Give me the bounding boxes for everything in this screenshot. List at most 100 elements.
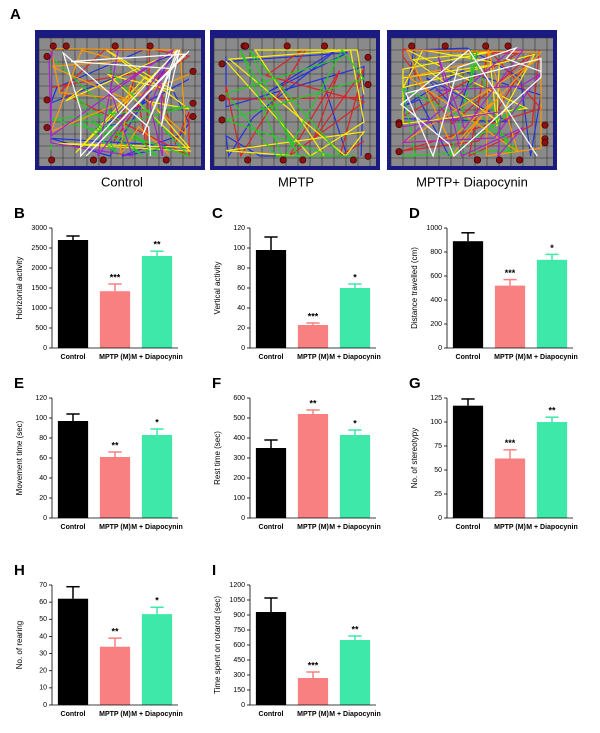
y-tick-label: 150 [233, 687, 245, 694]
y-tick-label: 600 [233, 642, 245, 649]
significance-label: *** [308, 311, 319, 321]
y-tick-label: 25 [434, 491, 442, 498]
y-tick-label: 80 [237, 265, 245, 272]
x-tick-label: MPTP (M) [297, 354, 329, 361]
y-tick-label: 120 [35, 395, 47, 402]
y-tick-label: 750 [233, 627, 245, 634]
y-tick-label: 600 [430, 273, 442, 280]
significance-label: *** [505, 438, 516, 448]
y-tick-label: 0 [241, 515, 245, 522]
x-tick-label: MPTP (M) [494, 354, 526, 361]
y-tick-label: 800 [430, 249, 442, 256]
track-path [400, 46, 542, 158]
y-tick-label: 0 [438, 345, 442, 352]
x-tick-label: Control [456, 354, 481, 361]
x-tick-label: M + Diapocynin [329, 354, 381, 361]
track-path [62, 49, 190, 158]
y-tick-label: 1000 [426, 225, 442, 232]
bar [494, 458, 526, 518]
significance-label: * [353, 272, 357, 282]
bar [536, 259, 568, 348]
bar [297, 325, 329, 348]
y-tick-label: 600 [233, 395, 245, 402]
track-marker [189, 99, 197, 107]
track-marker [49, 42, 57, 50]
bar [536, 422, 568, 518]
y-axis-label: Vertical activity [213, 262, 222, 315]
x-tick-label: M + Diapocynin [131, 354, 183, 361]
track-marker [111, 42, 119, 50]
y-tick-label: 20 [237, 325, 245, 332]
y-axis-label: Rest time (sec) [213, 431, 222, 485]
x-tick-label: MPTP (M) [99, 524, 131, 531]
x-tick-label: MPTP (M) [99, 711, 131, 718]
x-tick-label: Control [259, 711, 284, 718]
track-marker [495, 156, 503, 164]
x-tick-label: MPTP (M) [297, 711, 329, 718]
y-tick-label: 200 [430, 321, 442, 328]
panel-letter: H [14, 562, 25, 579]
track-marker [541, 121, 549, 129]
y-tick-label: 400 [233, 435, 245, 442]
track-path [224, 48, 365, 157]
y-tick-label: 120 [233, 225, 245, 232]
track-path [50, 55, 190, 157]
track-marker [395, 148, 403, 156]
track-path [49, 48, 190, 157]
track-marker [516, 156, 524, 164]
y-tick-label: 400 [430, 297, 442, 304]
y-axis-label: No. of stereotypy [410, 428, 419, 488]
track-marker [408, 42, 416, 50]
panel-letter: E [14, 375, 24, 392]
track-marker [43, 96, 51, 104]
y-tick-label: 50 [434, 467, 442, 474]
x-tick-label: Control [61, 524, 86, 531]
y-tick-label: 3000 [31, 225, 47, 232]
y-tick-label: 1050 [229, 597, 245, 604]
bar [255, 250, 287, 348]
significance-label: ** [111, 440, 119, 450]
significance-label: * [155, 596, 159, 606]
bar [339, 288, 371, 348]
y-tick-label: 60 [237, 285, 245, 292]
y-tick-label: 80 [39, 435, 47, 442]
track-marker [244, 156, 252, 164]
significance-label: *** [110, 272, 121, 282]
panel-letter: C [212, 205, 223, 222]
x-tick-label: M + Diapocynin [329, 524, 381, 531]
bar [141, 614, 173, 705]
bar [57, 598, 89, 705]
track-path [48, 48, 175, 157]
bar [297, 678, 329, 705]
y-tick-label: 500 [35, 325, 47, 332]
y-axis-label: Horizontal activity [15, 257, 24, 320]
x-tick-label: M + Diapocynin [526, 354, 578, 361]
x-tick-label: M + Diapocynin [526, 524, 578, 531]
track-marker [242, 42, 250, 50]
track-marker [321, 42, 329, 50]
y-axis-label: No. of rearing [15, 621, 24, 669]
y-tick-label: 200 [233, 475, 245, 482]
bar [99, 646, 131, 705]
y-tick-label: 0 [438, 515, 442, 522]
track-marker [218, 60, 226, 68]
bar [255, 448, 287, 518]
track-marker [146, 42, 154, 50]
significance-label: ** [351, 624, 359, 634]
significance-label: ** [111, 627, 119, 637]
y-axis-label: Movement time (sec) [15, 420, 24, 495]
track-marker [162, 156, 170, 164]
panel-letter: G [409, 375, 421, 392]
y-tick-label: 100 [430, 419, 442, 426]
y-tick-label: 0 [43, 345, 47, 352]
y-tick-label: 40 [237, 305, 245, 312]
panel-letter: F [212, 375, 221, 392]
track-marker [541, 139, 549, 147]
panel-letter: D [409, 205, 420, 222]
track-marker [48, 156, 56, 164]
track-marker [218, 94, 226, 102]
y-tick-label: 60 [39, 599, 47, 606]
track-marker [482, 42, 490, 50]
track-marker [364, 53, 372, 61]
